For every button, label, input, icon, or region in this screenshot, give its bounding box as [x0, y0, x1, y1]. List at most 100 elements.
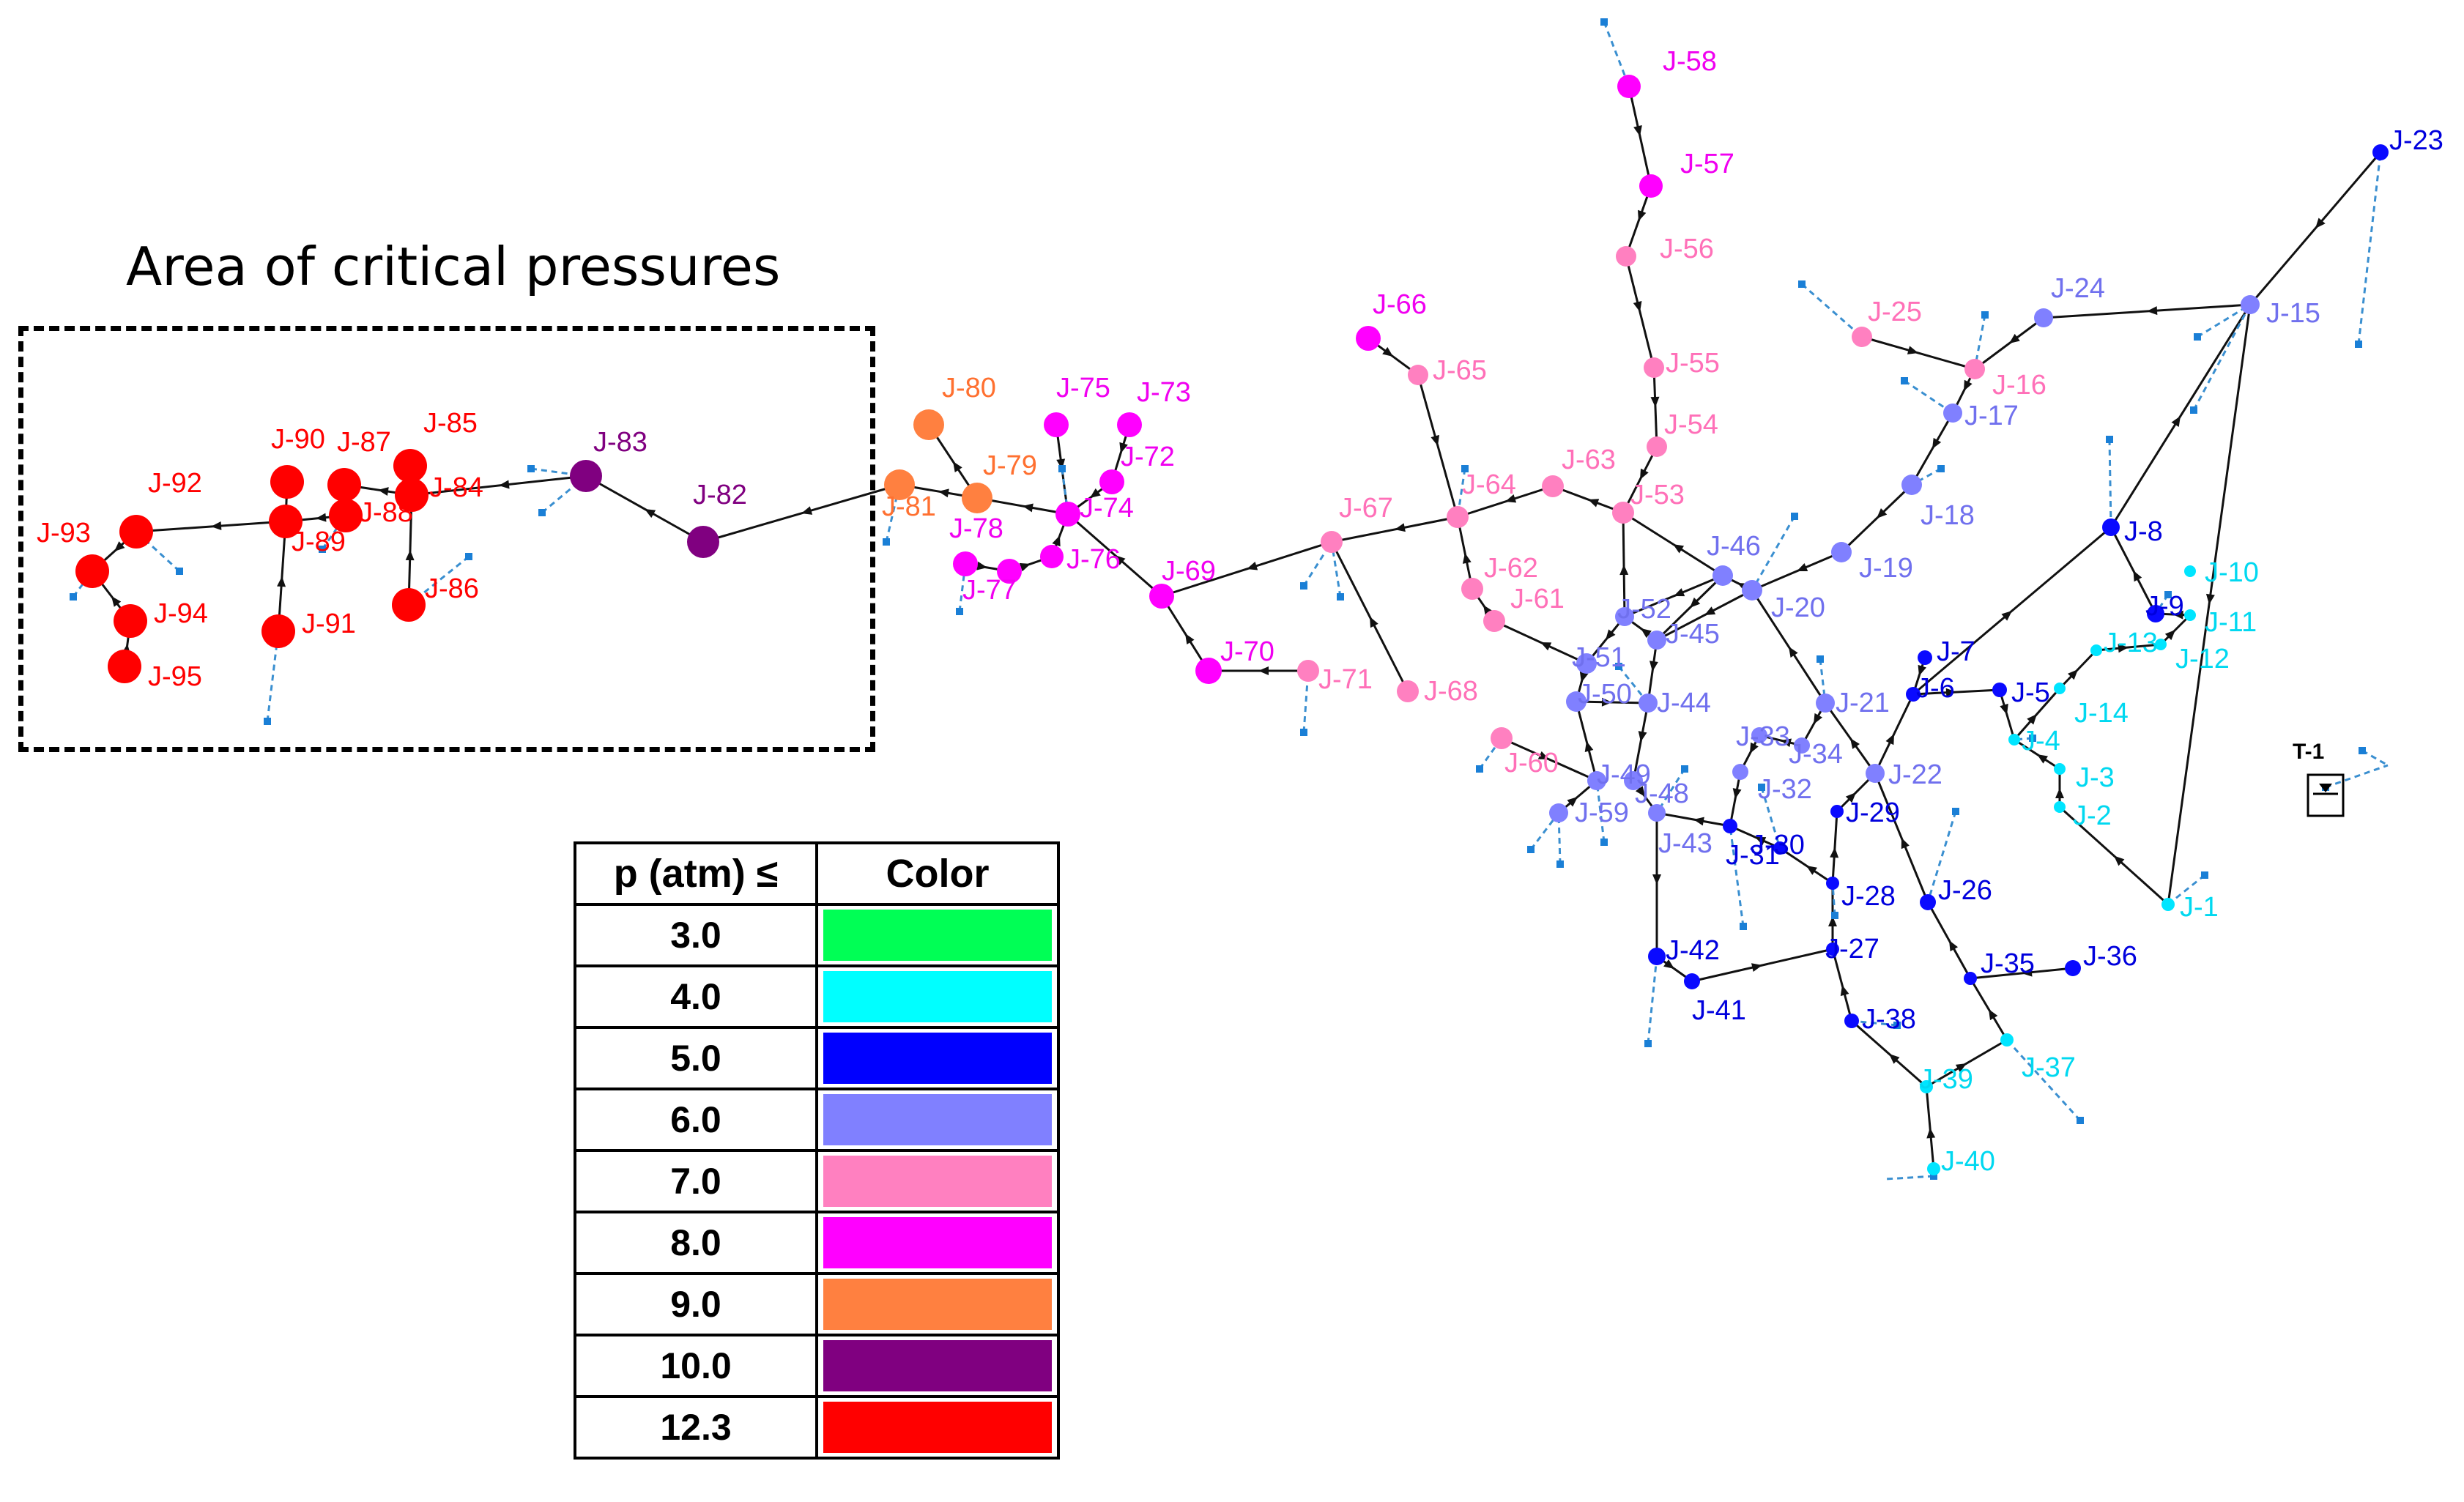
service-line [1760, 787, 1781, 849]
legend-row: 5.0 [574, 1026, 1060, 1090]
junction-node [1195, 658, 1222, 684]
flow-arrow [405, 550, 415, 561]
service-line [2197, 303, 2251, 338]
service-node [1798, 280, 1806, 288]
junction-label: J-44 [1657, 688, 1711, 718]
flow-arrow [2022, 967, 2033, 977]
flow-arrow [1750, 742, 1759, 754]
junction-label: J-94 [154, 598, 208, 629]
junction-label: J-2 [2073, 800, 2112, 831]
flow-arrow [1926, 1128, 1936, 1139]
junction-label: J-51 [1572, 642, 1626, 673]
service-line [2167, 874, 2205, 906]
flow-arrow [1633, 300, 1642, 312]
service-node [264, 718, 271, 725]
legend-value: 3.0 [574, 903, 818, 967]
junction-node [270, 465, 304, 499]
junction-node [1408, 365, 1428, 385]
junction-label: J-87 [337, 427, 391, 458]
junction-node [1920, 894, 1936, 910]
flow-arrow [1650, 396, 1660, 407]
junction-label: J-66 [1373, 289, 1427, 320]
flow-arrow [2001, 611, 2012, 621]
flow-arrow [953, 461, 962, 472]
service-node [1930, 1172, 1937, 1180]
junction-node [108, 650, 141, 683]
junction-node [1826, 943, 1839, 956]
service-node [1615, 663, 1622, 670]
legend-swatch [815, 1211, 1060, 1275]
service-node [1937, 465, 1945, 472]
junction-label: J-50 [1578, 679, 1632, 710]
pipe-J-53-J-46 [1622, 511, 1723, 577]
flow-arrow [1430, 434, 1440, 446]
legend-row: 9.0 [574, 1272, 1060, 1336]
flow-arrow [1649, 661, 1658, 672]
junction-label: J-20 [1771, 592, 1825, 623]
flow-arrow [1638, 209, 1647, 221]
flow-arrow [1641, 628, 1652, 639]
flow-arrow [1462, 553, 1472, 564]
flow-arrow [2315, 218, 2326, 228]
legend-swatch [815, 1149, 1060, 1213]
service-node [1058, 465, 1066, 472]
flow-arrow [1918, 664, 1926, 676]
junction-label: J-74 [1080, 493, 1134, 524]
junction-node [1647, 436, 1667, 457]
service-node [1527, 846, 1535, 853]
junction-label: J-76 [1066, 544, 1121, 575]
legend-row: 10.0 [574, 1334, 1060, 1398]
service-node [1981, 311, 1989, 319]
flow-arrow [1830, 847, 1839, 858]
junction-node [2184, 565, 2196, 577]
flow-arrow [1907, 346, 1918, 354]
junction-label: J-19 [1859, 553, 1913, 584]
service-node [538, 509, 546, 516]
junction-label: J-45 [1666, 619, 1720, 650]
junction-node [1723, 819, 1737, 833]
junction-label: J-43 [1658, 828, 1712, 859]
flow-arrow [1633, 125, 1642, 136]
flow-arrow [938, 488, 949, 498]
flow-arrow [2164, 630, 2175, 641]
flow-arrow [1663, 959, 1674, 969]
service-node [527, 465, 535, 472]
pipe-J-26-J-35 [1926, 901, 1972, 979]
flow-arrow [499, 480, 510, 489]
flow-arrow [1052, 535, 1061, 547]
flow-arrow [1781, 738, 1792, 748]
service-node [319, 546, 326, 553]
junction-label: J-3 [2076, 762, 2115, 793]
flow-arrow [2009, 333, 2020, 343]
junction-label: J-30 [1751, 830, 1805, 860]
flow-arrow [277, 576, 286, 587]
flow-arrow [1877, 508, 1888, 518]
service-node [2201, 871, 2208, 879]
service-node [2164, 591, 2172, 598]
junction-node [1297, 660, 1319, 682]
junction-node [1648, 804, 1666, 822]
flow-arrow [1693, 817, 1704, 826]
service-node [1476, 765, 1483, 773]
junction-label: J-48 [1635, 778, 1689, 809]
junction-label: J-65 [1433, 355, 1487, 386]
junction-label: J-88 [359, 497, 413, 528]
junction-node [1901, 475, 1922, 495]
legend-row: 6.0 [574, 1088, 1060, 1152]
junction-node [393, 449, 427, 483]
junction-label: J-31 [1726, 840, 1780, 871]
tank-label: T-1 [2293, 740, 2325, 764]
junction-label: J-92 [148, 468, 202, 499]
service-node [465, 553, 472, 560]
junction-label: J-24 [2051, 273, 2105, 304]
junction-node [1099, 469, 1124, 494]
service-line [1595, 780, 1606, 843]
service-node [1901, 377, 1908, 384]
junction-label: J-38 [1862, 1004, 1916, 1035]
junction-label: J-67 [1339, 493, 1393, 524]
service-node [1740, 923, 1747, 930]
junction-label: J-75 [1056, 373, 1110, 404]
legend-swatch [815, 1395, 1060, 1460]
flow-arrow [2114, 855, 2125, 866]
junction-node [1616, 246, 1636, 267]
